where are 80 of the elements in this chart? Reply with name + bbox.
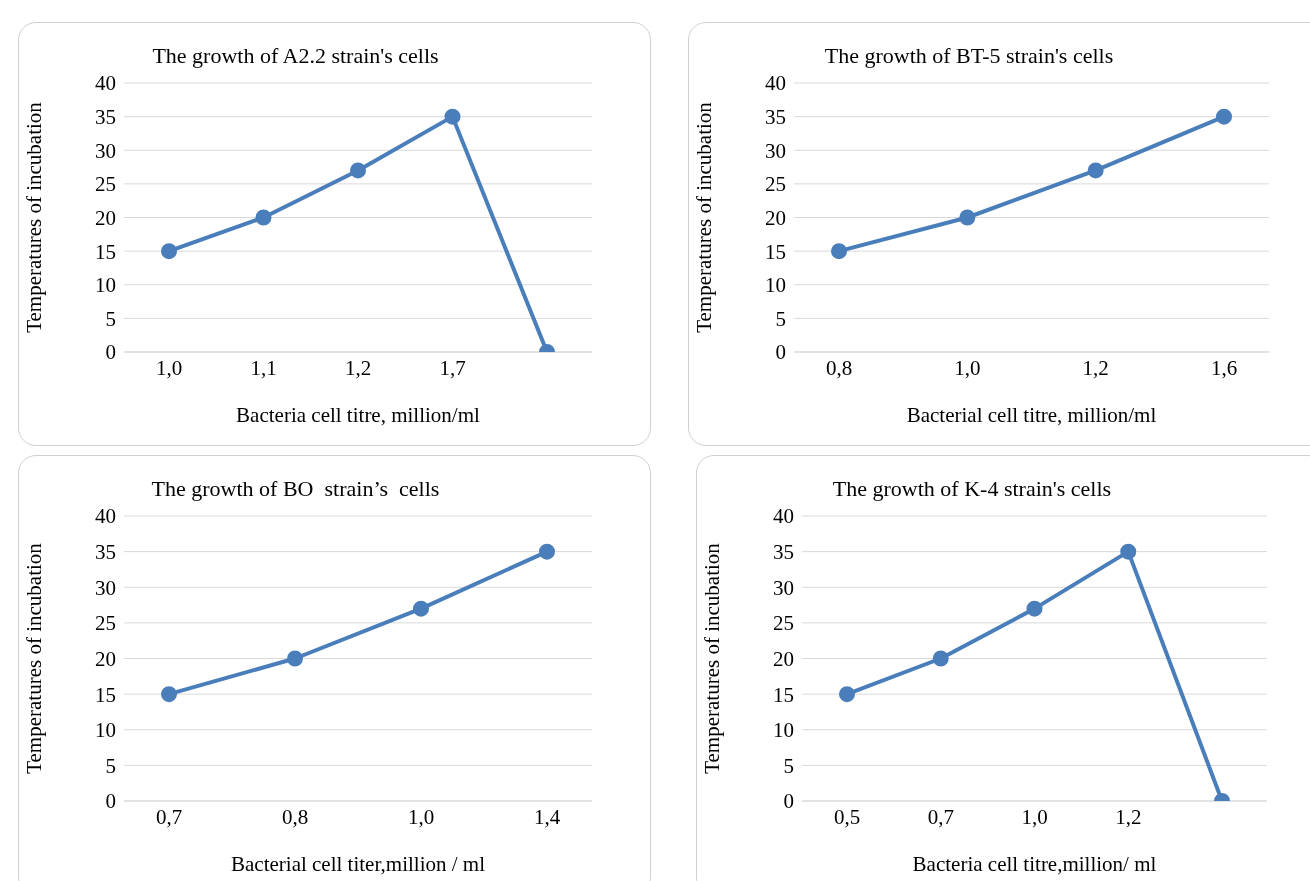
point	[413, 600, 429, 617]
x-tick-label: 1,0	[954, 355, 981, 380]
y-axis-title: Temperatures of incubation	[692, 101, 717, 333]
x-tick-label: 1,0	[407, 804, 435, 829]
y-tick-label: 35	[773, 540, 794, 565]
chart-title: The growth of BO strain’s cells	[150, 476, 441, 502]
y-tick-label: 40	[95, 71, 116, 96]
point	[831, 243, 847, 260]
x-axis-title: Bacterial cell titer,million / ml	[231, 852, 486, 876]
y-tick-label: 20	[765, 205, 786, 230]
y-tick-label: 35	[95, 540, 116, 565]
point	[255, 209, 272, 226]
y-tick-label: 5	[105, 306, 116, 331]
y-tick-label: 25	[773, 611, 794, 636]
y-tick-label: 25	[765, 172, 786, 197]
y-tick-label: 5	[783, 753, 794, 778]
x-tick-label: 1,7	[439, 355, 466, 380]
y-tick-label: 25	[95, 172, 116, 197]
y-tick-label: 35	[95, 105, 116, 130]
x-tick-label: 1,2	[1115, 804, 1142, 829]
point	[539, 543, 555, 560]
y-tick-label: 15	[773, 682, 794, 707]
y-tick-label: 10	[765, 273, 786, 298]
x-tick-label: 1,2	[344, 355, 372, 380]
y-tick-label: 30	[773, 575, 794, 600]
point	[350, 162, 366, 179]
point	[959, 209, 976, 226]
y-tick-label: 20	[95, 205, 116, 230]
x-axis-title: Bacteria cell titre, million/ml	[236, 403, 481, 427]
y-axis-title: Temperatures of incubation	[22, 101, 47, 333]
y-tick-label: 0	[783, 789, 794, 814]
y-axis-title: Temperatures of incubation	[700, 542, 725, 774]
y-tick-label: 40	[773, 504, 794, 529]
y-tick-label: 0	[105, 789, 116, 814]
y-tick-label: 0	[105, 340, 116, 365]
y-tick-label: 10	[95, 718, 116, 743]
x-tick-label: 1,0	[155, 355, 183, 380]
x-tick-label: 0,5	[833, 804, 861, 829]
x-tick-label: 1,0	[1021, 804, 1048, 829]
chart-title: The growth of A2.2 strain's cells	[151, 43, 440, 69]
point	[161, 686, 177, 703]
y-tick-label: 15	[95, 239, 116, 264]
x-tick-label: 0,8	[281, 804, 309, 829]
point	[1026, 600, 1043, 617]
point	[839, 686, 855, 703]
chart-title: The growth of K-4 strain's cells	[831, 476, 1113, 502]
x-axis-title: Bacterial cell titre, million/ml	[906, 403, 1157, 427]
x-tick-label: 1,1	[250, 355, 277, 380]
point	[161, 243, 177, 260]
y-tick-label: 5	[105, 753, 116, 778]
y-axis-title: Temperatures of incubation	[22, 542, 47, 774]
point	[444, 108, 461, 125]
y-tick-label: 25	[95, 611, 116, 636]
y-tick-label: 35	[765, 105, 786, 130]
x-tick-label: 1,4	[533, 804, 561, 829]
chart-title: The growth of BT-5 strain's cells	[823, 43, 1115, 69]
y-tick-label: 40	[95, 504, 116, 529]
x-tick-label: 0,7	[927, 804, 954, 829]
y-tick-label: 15	[765, 239, 786, 264]
y-tick-label: 15	[95, 682, 116, 707]
point	[1087, 162, 1104, 179]
y-tick-label: 40	[765, 71, 786, 96]
x-tick-label: 0,8	[825, 355, 853, 380]
y-tick-label: 30	[95, 575, 116, 600]
y-tick-label: 0	[775, 340, 786, 365]
y-tick-label: 5	[775, 306, 786, 331]
point	[1120, 543, 1137, 560]
x-tick-label: 0,7	[155, 804, 183, 829]
y-tick-label: 30	[95, 138, 116, 163]
y-tick-label: 10	[95, 273, 116, 298]
y-tick-label: 30	[765, 138, 786, 163]
point	[932, 650, 949, 667]
y-tick-label: 20	[95, 646, 116, 671]
x-tick-label: 1,2	[1082, 355, 1109, 380]
y-tick-label: 10	[773, 718, 794, 743]
y-tick-label: 20	[773, 646, 794, 671]
point	[287, 650, 303, 667]
x-axis-title: Bacteria cell titre,million/ ml	[912, 852, 1157, 876]
point	[1216, 108, 1232, 125]
x-tick-label: 1,6	[1210, 355, 1238, 380]
